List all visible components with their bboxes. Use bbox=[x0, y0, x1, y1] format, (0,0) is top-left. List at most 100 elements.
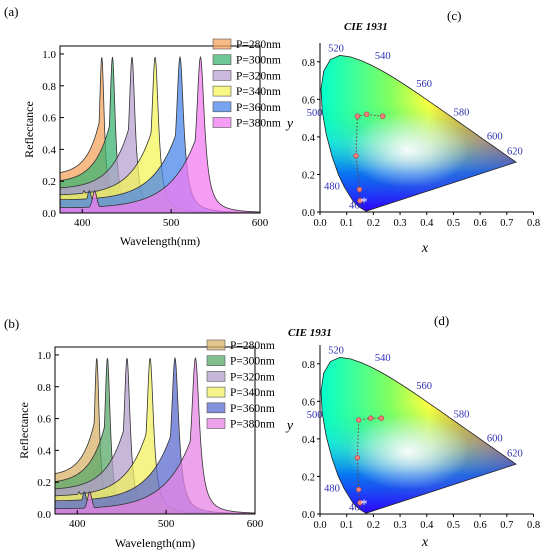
data-point bbox=[355, 486, 362, 493]
x-tick-label: 0.8 bbox=[527, 218, 540, 229]
data-point bbox=[380, 113, 386, 119]
x-tick-label: 0.0 bbox=[313, 520, 326, 531]
wavelength-label: 520 bbox=[328, 345, 344, 356]
y-tick-label: 0.0 bbox=[302, 510, 315, 521]
legend: P=280nm P=300nm P=320nm P=340nm P=360nm P=380… bbox=[212, 38, 281, 130]
wavelength-label: 480 bbox=[324, 483, 340, 494]
legend-swatch bbox=[206, 355, 226, 367]
wavelength-label: 580 bbox=[454, 409, 470, 420]
data-point bbox=[354, 113, 361, 119]
plot-frame bbox=[59, 45, 261, 214]
wavelength-label: 540 bbox=[375, 353, 391, 364]
y-tick-label: 0.2 bbox=[42, 176, 56, 188]
x-axis-label: x bbox=[421, 535, 429, 550]
y-tick-label: 0.8 bbox=[37, 382, 51, 394]
y-tick-label: 0.8 bbox=[302, 58, 315, 69]
wavelength-label: 460 bbox=[349, 503, 365, 514]
x-tick-label: 500 bbox=[158, 518, 175, 530]
x-tick-label: 0.8 bbox=[527, 520, 540, 531]
legend: P=280nm P=300nm P=320nm P=340nm P=360nm P=380… bbox=[206, 339, 275, 431]
star-marker: * bbox=[361, 498, 368, 513]
y-tick-label: 0.0 bbox=[302, 208, 315, 219]
x-tick-label: 600 bbox=[247, 518, 264, 530]
x-tick-label: 0.7 bbox=[500, 520, 513, 531]
x-tick-label: 400 bbox=[74, 217, 91, 229]
panel-label: (a) bbox=[4, 4, 18, 19]
wavelength-label: 560 bbox=[416, 381, 432, 392]
x-tick-label: 0.3 bbox=[394, 218, 407, 229]
wavelength-label: 480 bbox=[324, 181, 340, 192]
y-tick-label: 0.4 bbox=[302, 133, 316, 144]
legend-entry: P=360nm bbox=[230, 403, 275, 415]
data-point bbox=[357, 500, 363, 506]
data-point bbox=[355, 417, 362, 423]
y-tick-label: 0.8 bbox=[302, 360, 315, 371]
legend-swatch bbox=[212, 85, 232, 97]
wavelength-label: 520 bbox=[328, 43, 344, 54]
legend-entry: P=340nm bbox=[230, 387, 275, 399]
x-tick-label: 0.0 bbox=[313, 218, 326, 229]
plot-frame bbox=[54, 346, 256, 515]
wavelength-label: 620 bbox=[507, 449, 523, 460]
data-point bbox=[354, 454, 361, 461]
y-tick-label: 0.6 bbox=[302, 95, 315, 106]
legend-swatch bbox=[206, 418, 226, 429]
data-point bbox=[368, 415, 374, 421]
legend-swatch bbox=[206, 339, 226, 351]
x-tick-label: 0.2 bbox=[367, 520, 380, 531]
y-tick-label: 0.6 bbox=[302, 397, 315, 408]
y-tick-label: 0.4 bbox=[42, 144, 56, 156]
y-tick-label: 1.0 bbox=[42, 49, 56, 61]
legend-swatch bbox=[212, 101, 232, 113]
cie-chart-c: 0.0 0.1 0.2 0.3 0.4 0.5 0.6 0.7 0.8 0.0 0.2 0.4 0.6 0… bbox=[285, 8, 540, 256]
legend-swatch bbox=[212, 117, 232, 128]
y-tick-label: 0.6 bbox=[37, 414, 51, 426]
wavelength-label: 620 bbox=[507, 147, 523, 158]
x-tick-label: 400 bbox=[69, 518, 86, 530]
legend-swatch bbox=[206, 386, 226, 398]
wavelength-label: 540 bbox=[375, 51, 391, 62]
wavelength-label: 580 bbox=[454, 107, 470, 118]
data-point bbox=[364, 111, 370, 118]
legend-swatch bbox=[212, 70, 232, 81]
data-point bbox=[357, 198, 363, 204]
x-tick-label: 0.1 bbox=[340, 520, 353, 531]
legend-entry: P=360nm bbox=[236, 102, 281, 114]
wavelength-label: 460 bbox=[349, 201, 365, 212]
x-tick-label: 0.3 bbox=[394, 520, 407, 531]
x-tick-label: 0.6 bbox=[474, 218, 487, 229]
data-point bbox=[378, 415, 385, 421]
cie-chart-d: 0.0 0.1 0.2 0.3 0.4 0.5 0.6 0.7 0.8 0.0 0.2 0.4 0.6 0… bbox=[285, 313, 540, 550]
x-tick-label: 0.7 bbox=[500, 218, 513, 229]
panel-label: (b) bbox=[4, 316, 19, 331]
wavelength-label: 500 bbox=[307, 410, 323, 421]
data-point bbox=[353, 152, 359, 159]
series-area-p380nm bbox=[55, 356, 255, 514]
y-tick-label: 0.0 bbox=[42, 208, 56, 220]
spectral-locus bbox=[320, 55, 517, 212]
legend-entry: P=300nm bbox=[230, 356, 275, 368]
cie-title: CIE 1931 bbox=[344, 21, 388, 33]
star-marker: * bbox=[361, 196, 368, 211]
wavelength-label: 600 bbox=[487, 132, 503, 143]
legend-entry: P=280nm bbox=[236, 39, 281, 51]
y-axis-label: y bbox=[285, 419, 294, 434]
panel-label: (c) bbox=[447, 8, 461, 23]
x-tick-label: 0.5 bbox=[447, 520, 460, 531]
y-tick-label: 0.4 bbox=[302, 435, 316, 446]
x-axis-label: Wavelength(nm) bbox=[115, 536, 195, 550]
x-tick-label: 600 bbox=[252, 217, 269, 229]
x-tick-label: 0.5 bbox=[447, 218, 460, 229]
legend-entry: P=380nm bbox=[236, 118, 281, 130]
y-axis-label: Reflectance bbox=[17, 402, 31, 459]
x-tick-label: 0.4 bbox=[420, 218, 434, 229]
spectral-locus bbox=[320, 357, 517, 514]
legend-swatch bbox=[206, 402, 226, 414]
legend-entry: P=280nm bbox=[230, 340, 275, 352]
y-axis-label: Reflectance bbox=[22, 101, 36, 158]
y-tick-label: 0.6 bbox=[42, 113, 56, 125]
data-point bbox=[356, 186, 363, 193]
legend-entry: P=320nm bbox=[230, 371, 275, 383]
legend-entry: P=300nm bbox=[236, 55, 281, 67]
